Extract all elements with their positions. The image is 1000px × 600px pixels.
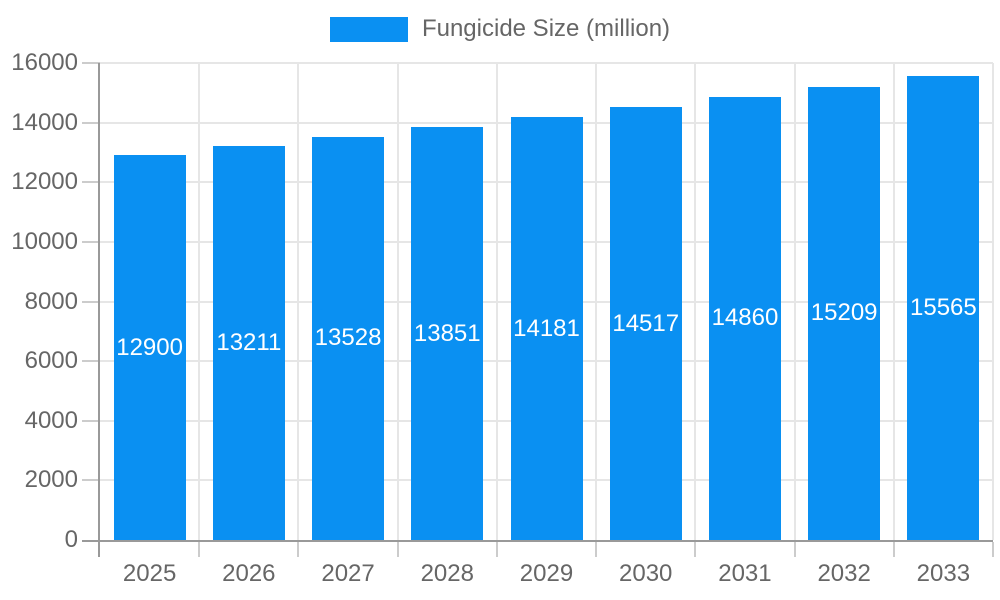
gridline-vertical bbox=[297, 63, 300, 540]
x-axis-line bbox=[82, 540, 993, 542]
y-axis-line bbox=[98, 63, 100, 557]
y-axis-tick bbox=[82, 479, 100, 482]
x-axis-label: 2029 bbox=[519, 560, 574, 587]
y-axis-label: 2000 bbox=[24, 466, 78, 494]
y-axis-label: 16000 bbox=[11, 49, 78, 76]
y-axis-tick bbox=[82, 240, 100, 243]
x-axis-label: 2025 bbox=[122, 560, 177, 587]
x-axis-tick bbox=[793, 542, 796, 557]
bar bbox=[212, 146, 285, 540]
x-axis-label: 2033 bbox=[916, 560, 971, 587]
legend-swatch bbox=[329, 16, 408, 42]
bar bbox=[312, 136, 385, 540]
bar bbox=[808, 86, 881, 540]
legend: Fungicide Size (million) bbox=[0, 16, 1000, 42]
y-axis-label: 4000 bbox=[24, 406, 78, 434]
bar-value-label: 14517 bbox=[612, 309, 680, 337]
y-axis-label: 14000 bbox=[11, 108, 78, 136]
bar-value-label: 13528 bbox=[314, 324, 382, 352]
bar-value-label: 13211 bbox=[216, 329, 282, 357]
bar bbox=[609, 107, 682, 540]
x-axis-tick bbox=[297, 542, 300, 557]
x-axis-label: 2027 bbox=[321, 560, 375, 587]
bar bbox=[510, 117, 583, 540]
gridline-vertical bbox=[793, 63, 796, 540]
x-axis-label: 2028 bbox=[420, 560, 474, 587]
bar-value-label: 13851 bbox=[413, 319, 481, 347]
y-axis-label: 0 bbox=[64, 526, 78, 553]
x-axis-label: 2031 bbox=[718, 560, 772, 587]
gridline-vertical bbox=[892, 63, 895, 540]
x-axis-tick bbox=[198, 542, 201, 557]
bar-value-label: 15565 bbox=[910, 293, 977, 321]
bar-value-label: 14181 bbox=[513, 314, 580, 342]
x-axis-tick bbox=[396, 542, 399, 557]
x-axis-tick bbox=[992, 542, 994, 557]
x-axis-tick bbox=[892, 542, 895, 557]
bar-value-label: 14860 bbox=[711, 304, 779, 332]
y-axis-tick bbox=[82, 419, 100, 422]
gridline-vertical bbox=[595, 63, 598, 540]
y-axis-label: 10000 bbox=[11, 227, 78, 255]
x-axis-tick bbox=[595, 542, 598, 557]
gridline-vertical bbox=[694, 63, 697, 540]
y-axis-label: 12000 bbox=[11, 168, 78, 196]
gridline-vertical bbox=[495, 63, 498, 540]
x-axis-tick bbox=[495, 542, 498, 557]
y-axis-label: 6000 bbox=[24, 347, 78, 375]
y-axis-tick bbox=[82, 300, 100, 303]
gridline-vertical bbox=[198, 63, 201, 540]
x-axis-label: 2032 bbox=[817, 560, 871, 587]
bar bbox=[907, 75, 980, 540]
legend-label: Fungicide Size (million) bbox=[421, 15, 671, 42]
y-axis-label: 8000 bbox=[24, 287, 78, 315]
gridline-vertical bbox=[396, 63, 399, 540]
y-axis-tick bbox=[82, 62, 100, 64]
y-axis-tick bbox=[82, 360, 100, 363]
bar bbox=[113, 155, 186, 540]
gridline-vertical bbox=[992, 63, 994, 540]
x-axis-tick bbox=[694, 542, 697, 557]
x-axis-label: 2026 bbox=[222, 560, 276, 587]
gridline-horizontal bbox=[100, 62, 993, 64]
x-axis-label: 2030 bbox=[619, 560, 673, 587]
y-axis-tick bbox=[82, 121, 100, 124]
bar-value-label: 15209 bbox=[810, 299, 878, 327]
bar bbox=[411, 127, 484, 540]
y-axis-tick bbox=[82, 181, 100, 184]
bar-value-label: 12900 bbox=[116, 333, 183, 361]
bar bbox=[708, 96, 781, 540]
